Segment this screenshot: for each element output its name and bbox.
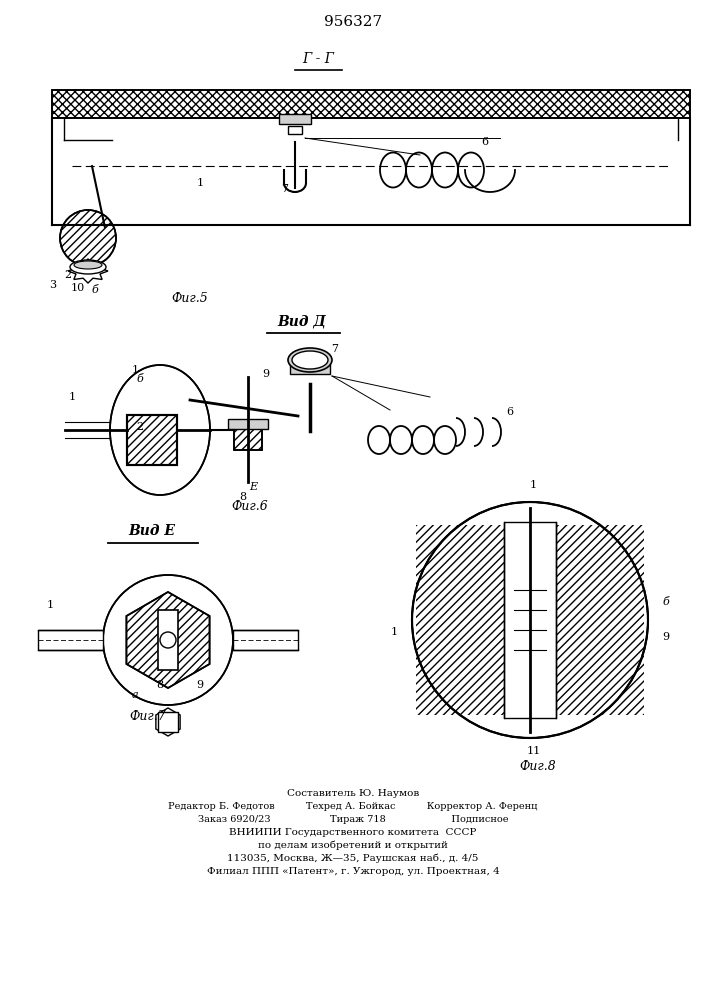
Text: Филиал ППП «Патент», г. Ужгород, ул. Проектная, 4: Филиал ППП «Патент», г. Ужгород, ул. Про… — [206, 867, 499, 876]
Text: 7: 7 — [281, 184, 288, 194]
Polygon shape — [156, 708, 180, 736]
Text: а: а — [132, 690, 139, 700]
Text: б: б — [662, 597, 669, 607]
Text: 1: 1 — [530, 480, 537, 490]
Text: 8: 8 — [240, 492, 247, 502]
Text: 113035, Москва, Ж—35, Раушская наб., д. 4/5: 113035, Москва, Ж—35, Раушская наб., д. … — [228, 854, 479, 863]
Text: 8: 8 — [156, 680, 163, 690]
Polygon shape — [68, 259, 108, 283]
Bar — [290, 364, 330, 374]
Bar — [52, 90, 690, 118]
Bar — [288, 126, 302, 134]
Text: Фиг.8: Фиг.8 — [520, 760, 556, 773]
Text: Составитель Ю. Наумов: Составитель Ю. Наумов — [287, 789, 419, 798]
Bar — [228, 419, 268, 429]
Ellipse shape — [74, 261, 102, 269]
Text: Редактор Б. Федотов          Техред А. Бойкас          Корректор А. Ференц: Редактор Б. Федотов Техред А. Бойкас Кор… — [168, 802, 538, 811]
Text: 7: 7 — [332, 344, 339, 354]
Text: 6: 6 — [481, 137, 489, 147]
Bar — [416, 525, 644, 715]
Bar — [127, 415, 177, 465]
Ellipse shape — [110, 365, 210, 495]
Text: 2: 2 — [136, 422, 144, 432]
Text: 1: 1 — [132, 365, 139, 375]
Text: Заказ 6920/23                   Тираж 718                     Подписное: Заказ 6920/23 Тираж 718 Подписное — [198, 815, 508, 824]
Bar — [234, 422, 262, 450]
Text: 9: 9 — [197, 680, 204, 690]
Bar — [52, 90, 690, 118]
Text: E: E — [249, 482, 257, 492]
Text: 1: 1 — [197, 178, 204, 188]
Text: 9: 9 — [662, 632, 669, 642]
Bar — [38, 630, 103, 650]
Bar — [52, 118, 690, 225]
Ellipse shape — [292, 351, 328, 369]
Text: Фиг.6: Фиг.6 — [232, 500, 269, 513]
Text: ВНИИПИ Государственного комитета  СССР: ВНИИПИ Государственного комитета СССР — [229, 828, 477, 837]
Text: 1: 1 — [47, 600, 54, 610]
Text: Вид Д: Вид Д — [278, 314, 327, 328]
Text: 956327: 956327 — [324, 15, 382, 29]
Text: 9: 9 — [262, 369, 269, 379]
Ellipse shape — [70, 260, 106, 274]
Text: 3: 3 — [49, 280, 57, 290]
Text: б: б — [136, 374, 144, 384]
Bar — [158, 712, 178, 732]
Bar — [158, 610, 178, 670]
Text: 1: 1 — [69, 392, 76, 402]
Text: по делам изобретений и открытий: по делам изобретений и открытий — [258, 840, 448, 850]
Ellipse shape — [288, 348, 332, 372]
Circle shape — [160, 632, 176, 648]
Text: 11: 11 — [527, 746, 541, 756]
Text: Фиг.5: Фиг.5 — [172, 292, 209, 305]
Bar — [233, 630, 298, 650]
Bar — [279, 114, 311, 124]
Text: Фиг.7: Фиг.7 — [129, 710, 166, 723]
Text: Вид Е: Вид Е — [129, 524, 175, 538]
Bar — [504, 522, 556, 718]
Bar — [234, 422, 262, 450]
Bar — [127, 415, 177, 465]
Text: 1: 1 — [391, 627, 398, 637]
Circle shape — [412, 502, 648, 738]
Text: 2: 2 — [64, 270, 71, 280]
Text: 6: 6 — [506, 407, 513, 417]
Text: Г - Г: Г - Г — [302, 52, 334, 66]
Text: б: б — [92, 285, 98, 295]
Text: 10: 10 — [71, 283, 85, 293]
Circle shape — [103, 575, 233, 705]
